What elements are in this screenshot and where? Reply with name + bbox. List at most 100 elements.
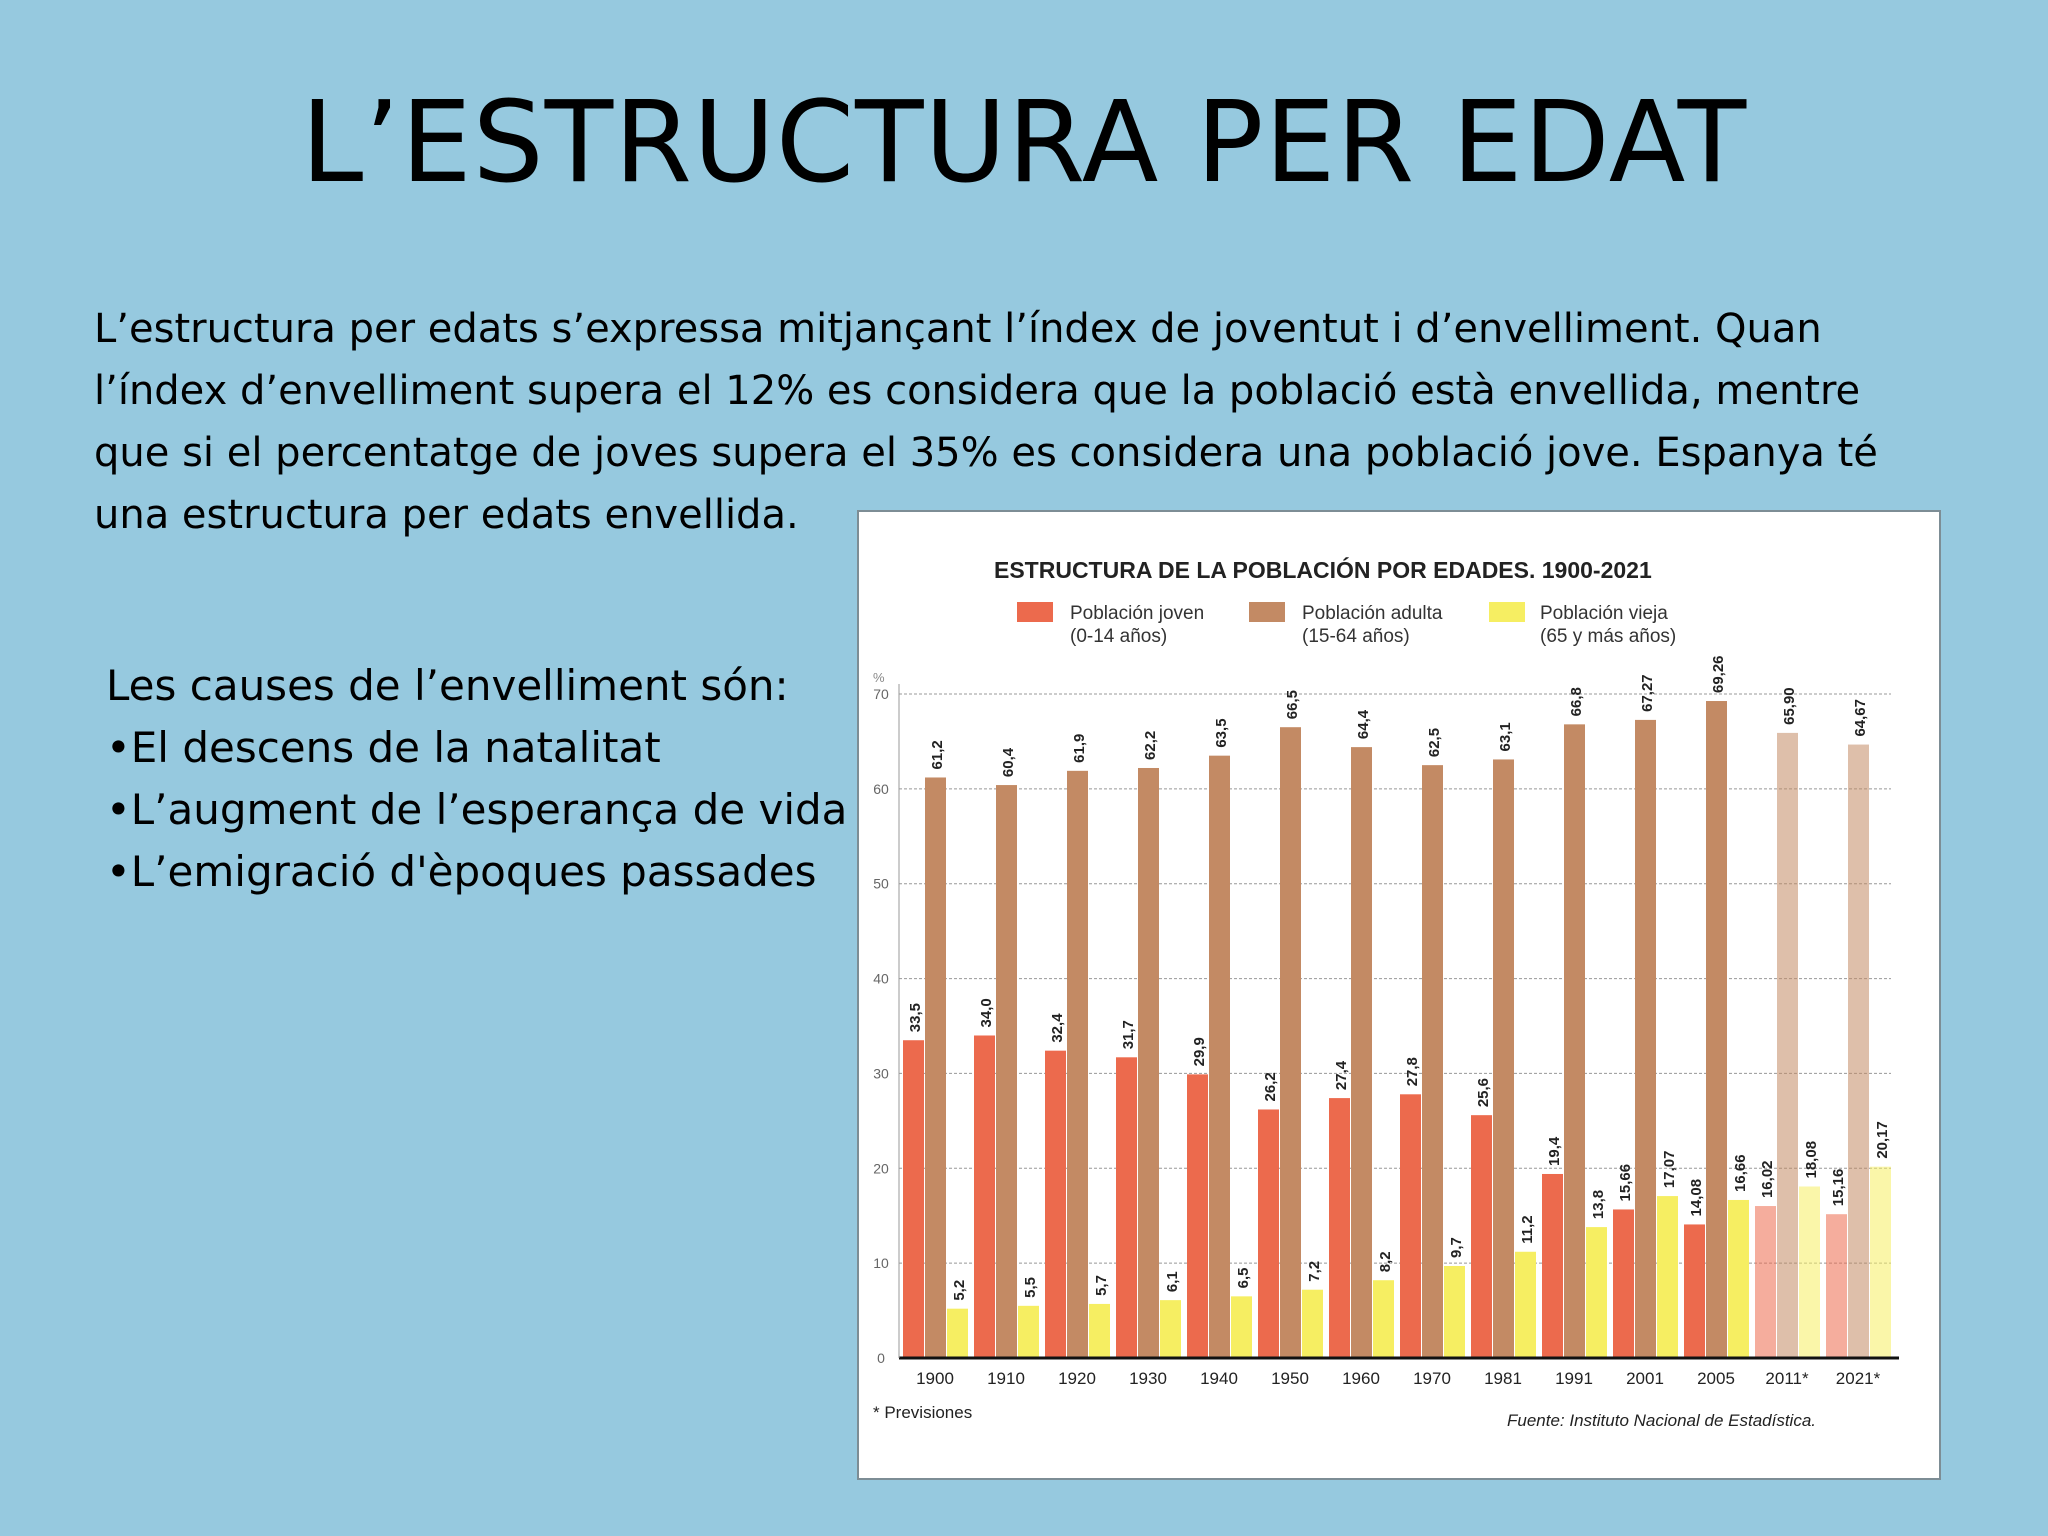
bar-poblacion-joven xyxy=(1400,1094,1421,1358)
intro-line-2: l’índex d’envelliment supera el 12% es c… xyxy=(94,368,1861,414)
bar-poblacion-joven xyxy=(1684,1224,1705,1358)
legend-swatch-adulta xyxy=(1249,602,1285,622)
bar-value-label: 61,2 xyxy=(929,740,946,769)
legend-swatch-vieja xyxy=(1489,602,1525,622)
bar-value-label: 18,08 xyxy=(1803,1141,1820,1179)
legend-sub-joven: (0-14 años) xyxy=(1070,626,1167,647)
bar-poblacion-vieja xyxy=(1231,1296,1252,1358)
bar-value-label: 66,5 xyxy=(1284,690,1301,719)
bar-poblacion-adulta xyxy=(1777,732,1798,1358)
intro-line-4: una estructura per edats envellida. xyxy=(94,492,799,538)
bar-value-label: 9,7 xyxy=(1448,1237,1465,1258)
x-tick-label: 1970 xyxy=(1413,1369,1451,1388)
legend: Población joven (0-14 años) Población ad… xyxy=(1017,602,1676,647)
bar-poblacion-adulta xyxy=(1848,744,1869,1358)
bar-poblacion-joven xyxy=(1329,1098,1350,1358)
y-tick-label: 20 xyxy=(873,1160,889,1176)
bar-poblacion-vieja xyxy=(947,1308,968,1358)
x-tick-label: 1930 xyxy=(1129,1369,1167,1388)
x-tick-label: 1900 xyxy=(916,1369,954,1388)
bar-value-label: 34,0 xyxy=(978,998,995,1027)
bar-poblacion-adulta xyxy=(1067,770,1088,1358)
population-chart-figure: ESTRUCTURA DE LA POBLACIÓN POR EDADES. 1… xyxy=(857,510,1941,1480)
bar-poblacion-adulta xyxy=(996,785,1017,1358)
bar-poblacion-adulta xyxy=(1280,727,1301,1358)
chart-title: ESTRUCTURA DE LA POBLACIÓN POR EDADES. 1… xyxy=(994,556,1652,583)
x-tick-label: 2005 xyxy=(1697,1369,1735,1388)
chart-footnote: * Previsiones xyxy=(873,1403,972,1422)
population-bar-chart: ESTRUCTURA DE LA POBLACIÓN POR EDADES. 1… xyxy=(873,556,1899,1430)
bar-poblacion-vieja xyxy=(1728,1199,1749,1358)
bar-poblacion-adulta xyxy=(1564,724,1585,1358)
bar-poblacion-adulta xyxy=(1351,747,1372,1358)
bar-value-label: 27,8 xyxy=(1404,1057,1421,1086)
x-tick-label: 2021* xyxy=(1836,1369,1881,1388)
bar-value-label: 16,02 xyxy=(1759,1160,1776,1198)
bar-poblacion-joven xyxy=(974,1035,995,1358)
cause-item-emigracio: •L’emigració d'èpoques passades xyxy=(106,847,817,896)
x-tick-label: 2011* xyxy=(1765,1369,1809,1388)
x-tick-label: 1950 xyxy=(1271,1369,1309,1388)
bar-poblacion-vieja xyxy=(1018,1305,1039,1358)
bar-value-label: 20,17 xyxy=(1874,1121,1891,1159)
x-tick-label: 1920 xyxy=(1058,1369,1096,1388)
bar-poblacion-joven xyxy=(1116,1057,1137,1358)
x-tick-label: 1991 xyxy=(1555,1369,1593,1388)
bar-value-label: 6,5 xyxy=(1235,1267,1252,1288)
legend-swatch-joven xyxy=(1017,602,1053,622)
bar-value-label: 64,67 xyxy=(1852,699,1869,737)
bar-poblacion-vieja xyxy=(1586,1227,1607,1358)
bar-value-label: 63,5 xyxy=(1213,718,1230,747)
y-tick-label: 40 xyxy=(873,971,889,987)
cause-item-esperanca-vida: •L’augment de l’esperança de vida xyxy=(106,785,848,834)
bar-value-label: 27,4 xyxy=(1333,1060,1350,1090)
bar-value-label: 26,2 xyxy=(1262,1072,1279,1101)
bar-value-label: 60,4 xyxy=(1000,747,1017,777)
bar-poblacion-vieja xyxy=(1515,1251,1536,1358)
bar-value-label: 29,9 xyxy=(1191,1037,1208,1066)
bar-value-label: 65,90 xyxy=(1781,687,1798,725)
bar-value-label: 62,5 xyxy=(1426,728,1443,757)
bar-poblacion-vieja xyxy=(1089,1303,1110,1358)
chart-source: Fuente: Instituto Nacional de Estadístic… xyxy=(1507,1411,1816,1430)
bar-value-label: 13,8 xyxy=(1590,1190,1607,1219)
legend-sub-adulta: (15-64 años) xyxy=(1302,626,1410,647)
bar-value-label: 66,8 xyxy=(1568,687,1585,716)
legend-label-adulta: Población adulta xyxy=(1302,603,1443,624)
legend-label-joven: Población joven xyxy=(1070,603,1204,624)
bar-poblacion-joven xyxy=(1542,1173,1563,1358)
bar-poblacion-adulta xyxy=(1635,719,1656,1358)
x-tick-label: 1981 xyxy=(1484,1369,1522,1388)
bar-poblacion-joven xyxy=(903,1040,924,1358)
bar-poblacion-adulta xyxy=(1209,755,1230,1358)
bar-poblacion-vieja xyxy=(1302,1289,1323,1358)
bar-value-label: 8,2 xyxy=(1377,1251,1394,1272)
x-tick-label: 2001 xyxy=(1626,1369,1664,1388)
bar-value-label: 62,2 xyxy=(1142,731,1159,760)
bar-poblacion-adulta xyxy=(925,777,946,1358)
y-tick-label: 0 xyxy=(877,1350,885,1366)
bar-value-label: 14,08 xyxy=(1688,1179,1705,1217)
bar-value-label: 61,9 xyxy=(1071,734,1088,763)
bar-value-label: 6,1 xyxy=(1164,1271,1181,1292)
x-tick-label: 1940 xyxy=(1200,1369,1238,1388)
bar-poblacion-vieja xyxy=(1657,1196,1678,1358)
legend-label-vieja: Población vieja xyxy=(1540,603,1668,624)
bar-value-label: 15,66 xyxy=(1617,1164,1634,1202)
bar-value-label: 16,66 xyxy=(1732,1154,1749,1192)
bar-poblacion-joven xyxy=(1613,1209,1634,1358)
bar-value-label: 15,16 xyxy=(1830,1169,1847,1207)
bar-value-label: 19,4 xyxy=(1546,1136,1563,1166)
bar-value-label: 11,2 xyxy=(1519,1215,1536,1243)
bar-value-label: 5,7 xyxy=(1093,1275,1110,1296)
bar-poblacion-joven xyxy=(1755,1206,1776,1358)
intro-line-1: L’estructura per edats s’expressa mitjan… xyxy=(94,306,1822,352)
bar-value-label: 5,2 xyxy=(951,1280,968,1301)
axis-layer: 0 10 20 30 40 50 60 70% 1900 1910 1920 1930 1940 1950… xyxy=(873,670,1899,1388)
bar-value-label: 17,07 xyxy=(1661,1151,1678,1189)
bar-poblacion-adulta xyxy=(1706,701,1727,1358)
bar-poblacion-joven xyxy=(1471,1115,1492,1358)
bar-value-label: 64,4 xyxy=(1355,709,1372,739)
bar-poblacion-vieja xyxy=(1799,1186,1820,1358)
bar-value-label: 5,5 xyxy=(1022,1277,1039,1298)
